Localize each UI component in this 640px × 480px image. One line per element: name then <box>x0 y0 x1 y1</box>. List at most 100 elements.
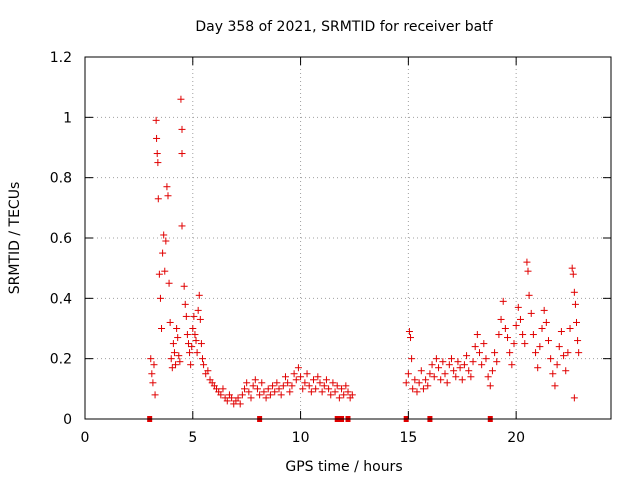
data-point <box>416 379 423 386</box>
data-point <box>572 301 579 308</box>
data-point <box>148 370 155 377</box>
y-tick-label: 1.2 <box>50 50 72 66</box>
data-point <box>495 331 502 338</box>
data-point <box>191 331 198 338</box>
data-point <box>547 355 554 362</box>
data-point <box>521 340 528 347</box>
data-point <box>513 322 520 329</box>
y-tick-label: 0 <box>63 412 72 428</box>
data-point <box>286 388 293 395</box>
data-point <box>472 343 479 350</box>
data-point <box>465 367 472 374</box>
data-point <box>444 379 451 386</box>
data-point <box>174 334 181 341</box>
data-point <box>426 370 433 377</box>
data-point <box>157 295 164 302</box>
data-point <box>439 358 446 365</box>
data-point <box>172 361 179 368</box>
data-point <box>179 126 186 133</box>
data-point <box>539 325 546 332</box>
data-point <box>293 376 300 383</box>
data-point <box>260 388 267 395</box>
data-point <box>154 159 161 166</box>
data-point <box>198 340 205 347</box>
data-point <box>476 349 483 356</box>
data-point <box>429 361 436 368</box>
data-point <box>405 370 412 377</box>
data-point <box>167 319 174 326</box>
data-point <box>569 265 576 272</box>
data-point <box>450 367 457 374</box>
data-point <box>570 271 577 278</box>
data-point <box>532 349 539 356</box>
data-point <box>461 361 468 368</box>
data-point <box>190 313 197 320</box>
data-point <box>175 352 182 359</box>
data-point <box>551 382 558 389</box>
data-point <box>301 379 308 386</box>
data-point <box>155 195 162 202</box>
y-tick-label: 1 <box>63 110 72 126</box>
data-point <box>304 370 311 377</box>
data-point <box>556 343 563 350</box>
data-point <box>156 271 163 278</box>
chart-title: Day 358 of 2021, SRMTID for receiver bat… <box>195 19 493 35</box>
data-point <box>181 283 188 290</box>
data-point <box>545 337 552 344</box>
data-point <box>171 349 178 356</box>
data-point <box>478 361 485 368</box>
data-point <box>420 385 427 392</box>
data-point <box>284 379 291 386</box>
data-point <box>504 334 511 341</box>
data-point <box>187 361 194 368</box>
data-point <box>154 150 161 157</box>
data-point <box>179 222 186 229</box>
data-point <box>250 382 257 389</box>
data-point <box>200 361 207 368</box>
data-point <box>182 301 189 308</box>
data-point <box>536 343 543 350</box>
data-point <box>158 325 165 332</box>
data-point <box>407 334 414 341</box>
data-point <box>170 340 177 347</box>
data-point <box>463 352 470 359</box>
data-point <box>502 325 509 332</box>
data-point <box>188 343 195 350</box>
data-point <box>280 382 287 389</box>
data-point <box>442 370 449 377</box>
data-point <box>437 376 444 383</box>
data-point <box>325 385 332 392</box>
data-point <box>459 376 466 383</box>
data-point <box>329 379 336 386</box>
data-point <box>153 117 160 124</box>
data-point <box>413 388 420 395</box>
data-point <box>493 358 500 365</box>
y-tick-label: 0.4 <box>50 291 72 307</box>
data-point <box>334 382 341 389</box>
data-point <box>543 319 550 326</box>
x-tick-label: 20 <box>507 430 525 446</box>
data-point <box>288 382 295 389</box>
data-point <box>480 340 487 347</box>
data-point <box>474 331 481 338</box>
x-tick-label: 0 <box>81 430 90 446</box>
data-point <box>530 331 537 338</box>
data-point <box>433 355 440 362</box>
data-point <box>549 370 556 377</box>
data-point <box>457 364 464 371</box>
data-point <box>567 325 574 332</box>
data-point <box>571 394 578 401</box>
data-point <box>342 382 349 389</box>
data-point <box>306 382 313 389</box>
data-point <box>297 373 304 380</box>
data-point <box>424 382 431 389</box>
data-point <box>299 385 306 392</box>
data-point <box>336 394 343 401</box>
data-point <box>176 358 183 365</box>
x-tick-label: 15 <box>399 430 417 446</box>
data-point <box>186 349 193 356</box>
data-point <box>161 268 168 275</box>
data-point <box>314 373 321 380</box>
data-point <box>519 331 526 338</box>
data-point <box>177 96 184 103</box>
